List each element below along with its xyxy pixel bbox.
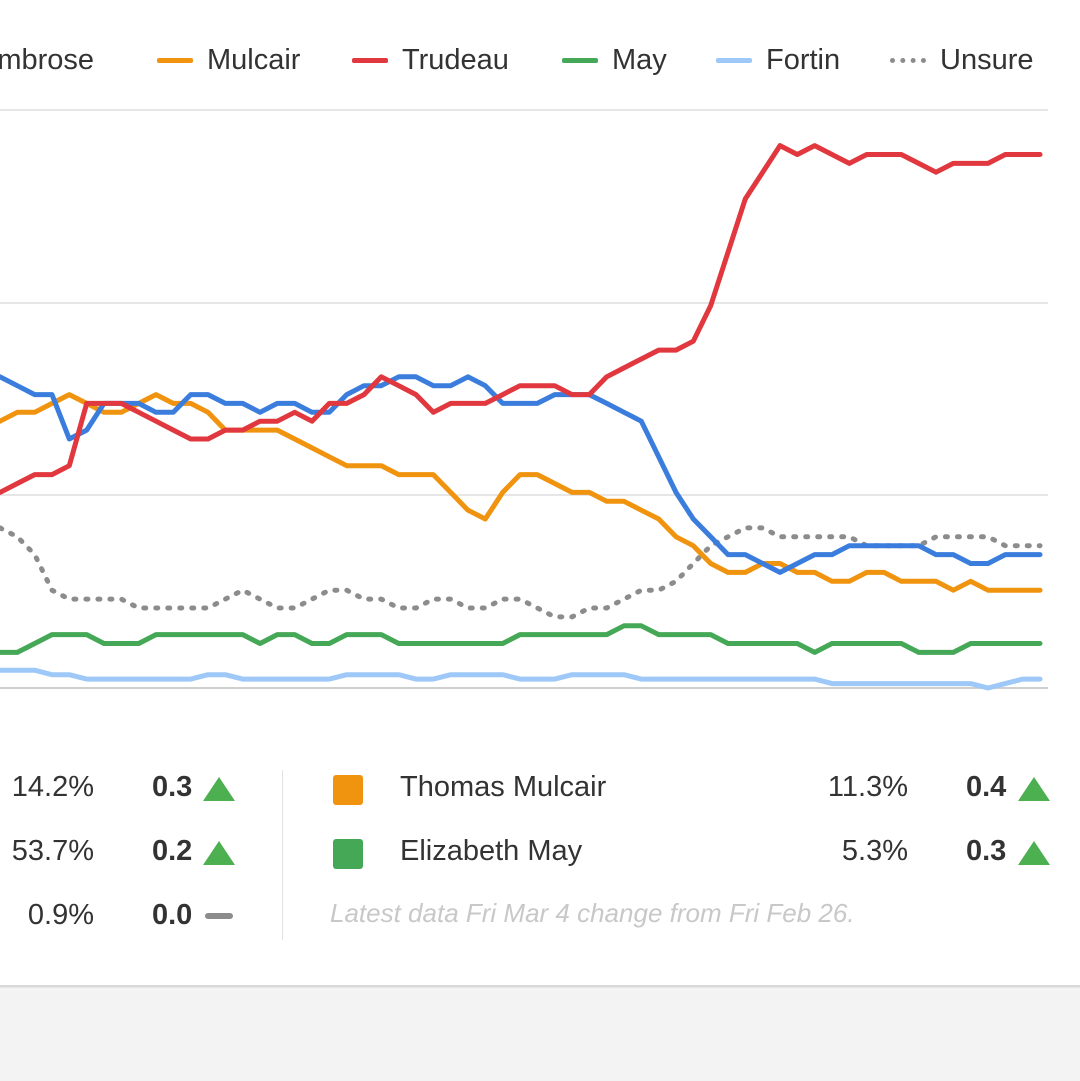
legend-label: Fortin [766,43,841,76]
legend-swatch [890,57,926,63]
party-color-swatch [333,775,363,805]
legend-label: Trudeau [402,43,509,76]
legend-item-unsure[interactable]: Unsure [890,30,1034,90]
legend-label: Mulcair [207,43,301,76]
summary-percent: 5.3% [841,835,908,867]
series-line-trudeau [0,143,1043,495]
legend-label: Unsure [940,43,1034,76]
summary-change: 0.0 [152,899,193,931]
candidate-name: Elizabeth May [400,835,583,867]
trend-up-icon [1018,777,1050,801]
legend-swatch [352,57,388,63]
chart-series-lines [0,143,1043,691]
summary-divider [282,770,283,940]
series-line-ambrose [0,374,1043,575]
series-line-fortin [0,667,1043,691]
series-line-may [0,623,1043,655]
legend-item-may[interactable]: May [562,30,667,90]
data-date-note: Latest data Fri Mar 4 change from Fri Fe… [330,898,855,928]
legend-item-fortin[interactable]: Fortin [716,30,840,90]
chart-gridlines [0,109,1048,689]
candidate-name: Thomas Mulcair [400,771,607,803]
line-chart-plot [0,109,1048,691]
party-color-swatch [333,839,363,869]
legend-item-ambrose[interactable]: Ambrose [0,30,94,90]
poll-tracker-card [0,985,1080,987]
trend-up-icon [203,777,235,801]
legend-label: May [612,43,667,76]
summary-change: 0.4 [966,771,1007,803]
trend-up-icon [1018,841,1050,865]
summary-change: 0.3 [152,771,193,803]
trend-flat-icon [205,913,233,919]
summary-change: 0.3 [966,835,1007,867]
summary-percent: 14.2% [11,771,94,803]
legend-swatch [157,57,193,63]
legend-label: Ambrose [0,43,95,76]
series-line-mulcair [0,392,1043,593]
page-footer-bar [0,987,1080,1081]
legend-item-trudeau[interactable]: Trudeau [352,30,509,90]
legend-swatch [562,57,598,63]
legend-item-mulcair[interactable]: Mulcair [157,30,300,90]
summary-change: 0.2 [152,835,193,867]
trend-up-icon [203,841,235,865]
chart-legend: Ambrose Mulcair Trudeau May Fortin Unsur… [0,30,1080,90]
legend-swatch [716,57,752,63]
summary-percent: 53.7% [11,835,94,867]
summary-percent: 0.9% [27,899,94,931]
summary-percent: 11.3% [827,771,908,803]
